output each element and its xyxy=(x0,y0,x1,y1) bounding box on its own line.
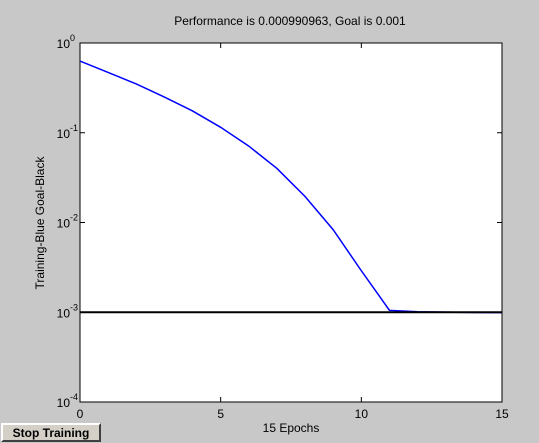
y-tick-exponent: 0 xyxy=(70,33,75,43)
series-layer xyxy=(79,60,503,314)
x-tick-label: 10 xyxy=(355,407,369,421)
y-tick-exponent: -2 xyxy=(70,213,78,223)
x-tick-label: 5 xyxy=(217,407,224,421)
y-tick-exponent: -3 xyxy=(70,302,78,312)
plot-area xyxy=(79,42,503,403)
x-axis-ticks: 0 5 10 15 xyxy=(77,43,509,421)
y-tick-label: 10 xyxy=(57,306,71,320)
y-tick-exponent: -1 xyxy=(70,123,78,133)
x-tick-label: 15 xyxy=(495,407,509,421)
x-tick-label: 0 xyxy=(77,407,84,421)
y-tick-label: 10 xyxy=(57,127,71,141)
chart-title: Performance is 0.000990963, Goal is 0.00… xyxy=(174,14,406,28)
y-tick-label: 10 xyxy=(57,217,71,231)
stop-training-button[interactable]: Stop Training xyxy=(1,423,101,442)
y-tick-label: 10 xyxy=(57,396,71,410)
y-tick-label: 10 xyxy=(57,37,71,51)
y-axis-label: Training-Blue Goal-Black xyxy=(33,156,47,290)
y-tick-exponent: -4 xyxy=(70,392,78,402)
x-axis-label: 15 Epochs xyxy=(263,421,320,435)
